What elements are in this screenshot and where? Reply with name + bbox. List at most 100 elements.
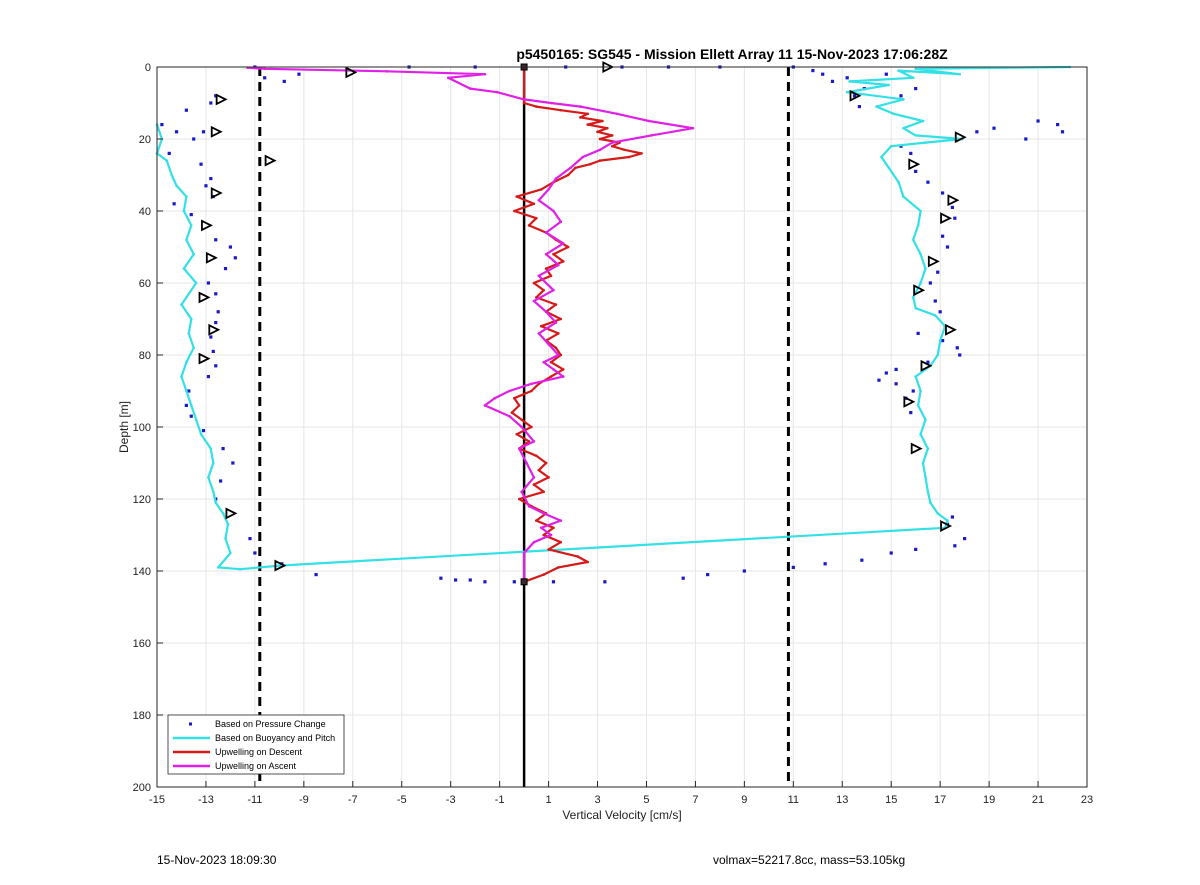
upwelling-ascent-line-point [554, 321, 558, 324]
buoyancy-pitch-line-point [199, 432, 203, 436]
y-axis-label: Depth [m] [117, 401, 131, 453]
turn-marker-triangle [908, 158, 921, 171]
upwelling-ascent-line-point [508, 414, 511, 418]
pressure-change-point [453, 578, 458, 582]
buoyancy-pitch-line-point [189, 317, 193, 321]
buoyancy-pitch-line-point [182, 209, 186, 213]
pressure-change-point [950, 515, 954, 519]
turn-marker-triangle [947, 194, 960, 207]
x-tick-label: -3 [446, 794, 456, 806]
upwelling-descent-line-point [566, 245, 570, 249]
upwelling-descent-line-point [576, 555, 580, 558]
pressure-change-point [233, 256, 237, 260]
pressure-change-point [189, 414, 193, 418]
upwelling-ascent-line-point [468, 87, 472, 90]
buoyancy-pitch-line-point [938, 339, 942, 342]
pressure-change-point [963, 537, 967, 541]
buoyancy-pitch-line-point [848, 80, 851, 83]
pressure-change-point [174, 130, 179, 134]
buoyancy-pitch-line-point [229, 551, 232, 555]
pressure-change-point [945, 245, 950, 249]
upwelling-descent-line-point [513, 396, 516, 400]
buoyancy-pitch-line-point [916, 404, 920, 407]
upwelling-descent-line-point [547, 476, 550, 479]
pressure-change-point [941, 191, 945, 195]
upwelling-descent-line-point [610, 144, 614, 148]
y-tick-label: 100 [133, 422, 151, 434]
pressure-change-point [894, 382, 898, 386]
buoyancy-pitch-line-point [914, 67, 917, 71]
buoyancy-pitch-line-point [880, 155, 883, 159]
upwelling-descent-line-point [532, 483, 536, 486]
pressure-change-point [192, 137, 196, 141]
upwelling-ascent-line-point [557, 263, 560, 267]
buoyancy-pitch-line-point [238, 567, 242, 571]
pressure-change-point [263, 76, 267, 80]
buoyancy-pitch-line-point [921, 461, 925, 465]
pressure-change-point [172, 202, 176, 206]
pressure-change-point [857, 105, 861, 109]
legend-swatch-dot [189, 722, 192, 726]
upwelling-descent-line-point [610, 134, 614, 137]
upwelling-ascent-line-point [552, 368, 555, 371]
upwelling-descent-line-point [554, 346, 558, 350]
upwelling-descent-line-point [535, 519, 538, 522]
upwelling-descent-line-point [579, 116, 582, 119]
upwelling-descent-line-point [561, 260, 565, 263]
turn-marker-triangle [264, 154, 277, 167]
upwelling-ascent-line-point [547, 342, 550, 346]
pressure-change-point [681, 576, 685, 580]
upwelling-descent-line-point [527, 224, 531, 227]
pressure-change-point [916, 331, 920, 335]
pressure-change-point [877, 378, 881, 382]
buoyancy-pitch-line-point [958, 72, 962, 76]
upwelling-descent-line-point [515, 195, 519, 198]
pressure-change-point [214, 238, 218, 242]
upwelling-descent-line-point [530, 425, 533, 429]
buoyancy-pitch-line-point [182, 267, 186, 270]
pressure-change-point [187, 389, 191, 393]
buoyancy-pitch-line-point [892, 112, 895, 116]
upwelling-descent-line-point [606, 126, 609, 130]
upwelling-descent-line-point [554, 303, 558, 306]
buoyancy-pitch-line-point [211, 490, 215, 494]
legend-label: Based on Buoyancy and Pitch [215, 733, 335, 743]
upwelling-ascent-line-point [552, 209, 555, 213]
pressure-change-point [941, 339, 945, 343]
x-tick-label: 1 [546, 794, 552, 806]
pressure-change-point [297, 72, 301, 76]
upwelling-ascent-line-point [495, 90, 499, 94]
pressure-change-point [909, 151, 913, 155]
upwelling-descent-line-point [517, 497, 521, 501]
upwelling-ascent-line-point [615, 112, 619, 116]
pressure-change-point [209, 335, 213, 339]
buoyancy-pitch-line-point [911, 296, 915, 299]
pressure-change-point [201, 130, 206, 134]
upwelling-descent-line-point [574, 166, 577, 170]
pressure-change-point [884, 371, 888, 375]
buoyancy-pitch-line-point [224, 537, 227, 540]
pressure-change-point [958, 353, 962, 357]
upwelling-ascent-line-point [527, 504, 531, 508]
buoyancy-pitch-line-point [914, 134, 917, 137]
buoyancy-pitch-line-point [192, 346, 196, 350]
upwelling-descent-line-point [510, 411, 514, 414]
buoyancy-pitch-line-point [189, 404, 193, 407]
buoyancy-pitch-line-point [185, 296, 188, 299]
buoyancy-pitch-line-point [911, 238, 915, 242]
y-tick-label: 120 [133, 494, 151, 506]
y-tick-label: 20 [139, 134, 151, 146]
pressure-change-point [206, 281, 210, 285]
buoyancy-pitch-line-point [185, 238, 188, 242]
upwelling-ascent-line-point [520, 490, 523, 494]
upwelling-descent-line-point [559, 540, 563, 544]
upwelling-descent-line-point [623, 148, 626, 152]
series-layer [155, 65, 1072, 584]
upwelling-descent-line-point [628, 155, 631, 159]
buoyancy-pitch-line-point [187, 332, 191, 335]
legend-label: Upwelling on Ascent [215, 761, 297, 771]
upwelling-ascent-line-point [539, 526, 543, 530]
upwelling-descent-line-point [522, 101, 526, 105]
pressure-change-point [551, 580, 556, 584]
upwelling-descent-line-point [542, 573, 545, 576]
